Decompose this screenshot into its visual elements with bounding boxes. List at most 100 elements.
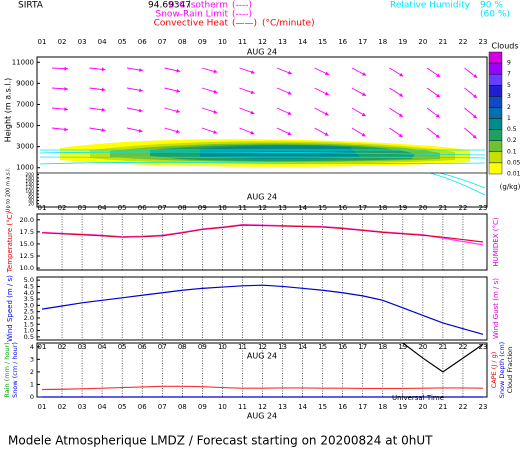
y-tick-label: 1 [30, 380, 34, 388]
y-tick-label: 12.5 [20, 252, 34, 260]
series-line [41, 284, 484, 335]
y-tick-label: 5000 [16, 122, 34, 130]
wind-arrowhead [361, 92, 366, 96]
wind-arrowhead [213, 69, 218, 74]
colorbar-swatch [488, 118, 503, 130]
colorbar-swatch [488, 96, 503, 108]
hour-label: 12 [258, 38, 267, 46]
wind-arrowhead [213, 130, 218, 134]
wind-arrowhead [361, 112, 366, 117]
hour-label: 11 [238, 38, 247, 46]
colorbar-swatch [488, 162, 503, 175]
hour-label: 08 [178, 38, 187, 46]
legend-unit: (°C/minute) [262, 19, 315, 29]
colorbar-swatch [488, 107, 503, 119]
hour-label: 21 [438, 204, 447, 212]
colorbar-label: 5 [507, 82, 511, 89]
hour-label: 03 [78, 403, 87, 411]
colorbar-label: 0.01 [507, 171, 521, 178]
hour-label: 02 [58, 343, 67, 351]
hour-label: 01 [38, 38, 47, 46]
hour-label: 17 [358, 204, 367, 212]
colorbar-swatch [488, 51, 503, 64]
station: SIRTA [18, 1, 44, 11]
y-axis-label: Wind Speed (m / s) [6, 275, 14, 342]
hour-label: 07 [158, 343, 167, 351]
hour-label: 23 [479, 38, 488, 46]
y-tick-label: 160 [25, 179, 34, 185]
wind-arrowhead [213, 109, 218, 114]
hour-label: 11 [238, 343, 247, 351]
hour-label: 10 [218, 403, 227, 411]
y-tick-label: 1.5 [24, 320, 34, 328]
y-tick-label: 40 [28, 198, 34, 204]
wind-arrowhead [436, 73, 441, 78]
colorbar-unit: (g/kg) [500, 183, 521, 191]
hour-label: 14 [298, 204, 307, 212]
colorbar-label: 9 [507, 60, 511, 67]
hour-label: 05 [118, 38, 127, 46]
hour-label: 09 [198, 343, 207, 351]
humidity-level: (60 %) [480, 10, 510, 20]
wind-arrowhead [64, 86, 68, 91]
hour-label: 15 [318, 204, 327, 212]
y2-axis-label: Cloud Fraction [506, 347, 514, 394]
hour-label: 14 [298, 343, 307, 351]
wind-arrowhead [101, 67, 106, 72]
hour-label: 17 [358, 343, 367, 351]
colorbar-swatch [488, 85, 503, 97]
wind-arrowhead [138, 108, 143, 113]
hour-label: 15 [318, 343, 327, 351]
date-label: AUG 24 [247, 193, 277, 202]
date-label: AUG 24 [247, 352, 277, 361]
y2-axis-label: Snow Depth (cm) [498, 342, 506, 398]
hour-label: 06 [138, 38, 147, 46]
colorbar-swatch [488, 140, 503, 153]
hour-label: 06 [138, 204, 147, 212]
colorbar-title: Clouds [491, 42, 518, 51]
hour-label: 19 [398, 38, 407, 46]
wind-arrowhead [324, 91, 329, 96]
wind-arrowhead [435, 113, 440, 118]
colorbar-label: 0.5 [507, 126, 517, 133]
hour-label: 20 [418, 343, 427, 351]
hour-label: 08 [178, 204, 187, 212]
wind-arrowhead [398, 133, 403, 138]
colorbar-label: 2 [507, 104, 511, 111]
wind-arrowhead [287, 111, 292, 115]
hour-label: 05 [118, 343, 127, 351]
hour-label: 16 [338, 38, 347, 46]
hour-label: 19 [398, 343, 407, 351]
hour-label: 20 [418, 38, 427, 46]
y-tick-label: 2.0 [24, 314, 34, 322]
hour-label: 09 [198, 403, 207, 411]
hour-label: 11 [238, 204, 247, 212]
colorbar-swatch [488, 73, 503, 86]
hour-label: 16 [338, 343, 347, 351]
wind-arrowhead [250, 70, 255, 74]
hour-label: 18 [378, 38, 387, 46]
cloud-field [39, 139, 486, 196]
y-tick-label: 20 [28, 201, 34, 207]
footer: Modele Atmospherique LMDZ / Forecast sta… [8, 434, 433, 448]
series-line [41, 224, 484, 243]
hour-label: 13 [278, 403, 287, 411]
hour-label: 02 [58, 403, 67, 411]
wind-arrowhead [287, 131, 292, 136]
wind-arrowhead [138, 128, 143, 133]
wind-arrowhead [250, 130, 255, 135]
wind-arrowhead [472, 134, 477, 139]
colorbar-swatch [488, 129, 503, 141]
wind-arrowhead [101, 87, 106, 92]
legend-label: Convective Heat [154, 19, 229, 29]
wind-arrowhead [324, 132, 329, 136]
y-axis-label: Rain (mm / hour) [3, 342, 11, 397]
hour-label: 01 [38, 403, 47, 411]
hour-label: 20 [418, 204, 427, 212]
x-axis-label: Universal Time [392, 394, 444, 402]
wind-arrowhead [176, 68, 181, 73]
colorbar-label: 0.05 [507, 159, 521, 166]
wind-arrowhead [398, 113, 403, 117]
y-tick-label: 11000 [12, 58, 34, 66]
